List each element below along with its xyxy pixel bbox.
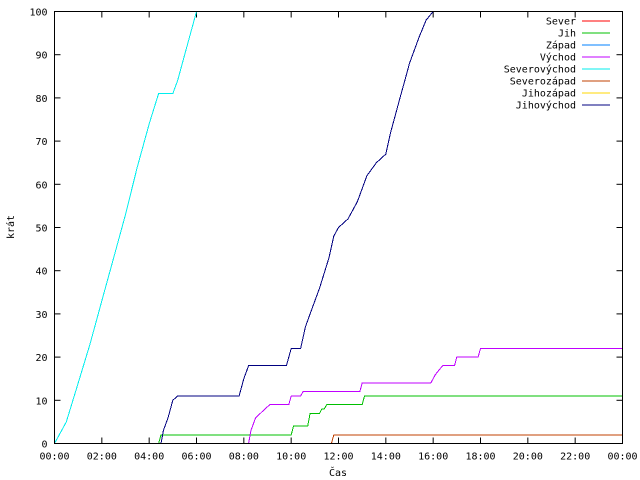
x-tick-label: 18:00 [465,452,495,463]
legend-label: Jihovýchod [516,100,576,112]
legend-label: Sever [546,17,576,28]
y-tick-label: 30 [35,310,47,321]
legend-label: Severozápad [510,76,576,88]
x-tick-label: 00:00 [607,452,637,463]
y-tick-label: 70 [35,137,47,148]
legend: SeverJihZápadVýchodSeverovýchodSeverozáp… [504,17,610,112]
y-tick-label: 20 [35,353,47,364]
x-tick-label: 10:00 [276,452,306,463]
tick-labels: 0 10 20 30 40 50 60 70 80 90 100 00:00 02:00 04:00 06:… [29,8,637,463]
legend-label: Východ [540,52,576,64]
x-tick-label: 02:00 [87,452,117,463]
y-tick-label: 0 [41,440,47,451]
y-tick-label: 50 [35,224,47,235]
series-line-1 [54,395,623,444]
series-line-4 [54,11,197,444]
y-tick-label: 100 [29,8,47,19]
x-axis-label: Čas [329,466,347,479]
legend-label: Jihozápad [522,88,576,100]
x-tick-label: 20:00 [513,452,543,463]
y-tick-label: 90 [35,51,47,62]
legend-label: Severovýchod [504,64,576,76]
y-tick-label: 80 [35,94,47,105]
x-tick-label: 14:00 [371,452,401,463]
series-lines [54,11,623,444]
y-tick-label: 40 [35,267,47,278]
x-tick-label: 22:00 [560,452,590,463]
plot-area-frame [54,11,623,444]
x-tick-label: 12:00 [323,452,353,463]
x-tick-label: 00:00 [39,452,69,463]
series-line-3 [54,348,623,444]
series-line-7 [54,11,434,444]
y-tick-label: 10 [35,396,47,407]
legend-label: Jih [558,29,576,40]
legend-label: Západ [546,40,576,52]
x-tick-label: 06:00 [181,452,211,463]
y-axis-label: krát [5,215,17,239]
x-tick-label: 04:00 [134,452,164,463]
x-tick-label: 16:00 [418,452,448,463]
y-tick-label: 60 [35,180,47,191]
x-tick-label: 08:00 [229,452,259,463]
